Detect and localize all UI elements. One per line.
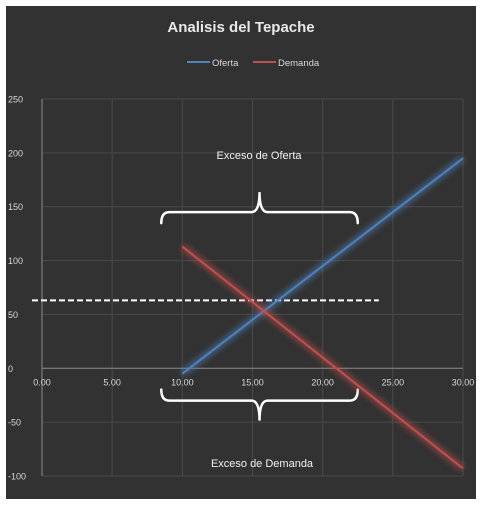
series-line-oferta — [181, 157, 464, 375]
excess-supply-label: Exceso de Oferta — [217, 150, 303, 162]
y-tick-label-5: 0 — [8, 364, 13, 374]
y-tick-label-3: 100 — [8, 256, 23, 266]
excess-demand-label: Exceso de Demanda — [211, 458, 314, 470]
chart-title: Analisis del Tepache — [167, 19, 314, 36]
x-tick-label-1: 5.00 — [103, 377, 121, 387]
x-tick-label-5: 25.00 — [382, 377, 405, 387]
x-tick-label-3: 15.00 — [241, 377, 264, 387]
excess-supply-brace — [160, 192, 359, 225]
y-tick-label-7: -100 — [8, 472, 26, 482]
y-tick-label-6: -50 — [8, 418, 21, 428]
x-tick-label-6: 30.00 — [452, 377, 475, 387]
x-tick-label-4: 20.00 — [311, 377, 334, 387]
y-tick-label-2: 150 — [8, 202, 23, 212]
series-layer — [180, 155, 466, 472]
y-tick-label-1: 200 — [8, 148, 23, 158]
legend: Oferta Demanda — [187, 58, 320, 69]
annotations — [32, 192, 379, 421]
legend-label-demanda: Demanda — [278, 58, 320, 69]
x-tick-label-0: 0.00 — [33, 377, 51, 387]
y-tick-label-4: 50 — [8, 310, 18, 320]
tick-labels: 250 200 150 100 50 0 -50 -100 0.00 5.00 10.00 15.00… — [8, 95, 474, 482]
excess-demand-brace — [160, 388, 359, 421]
y-tick-label-0: 250 — [8, 95, 23, 105]
axes — [41, 99, 463, 476]
series-line-demanda — [181, 245, 464, 470]
x-tick-label-2: 10.00 — [171, 377, 194, 387]
legend-label-oferta: Oferta — [212, 58, 239, 69]
